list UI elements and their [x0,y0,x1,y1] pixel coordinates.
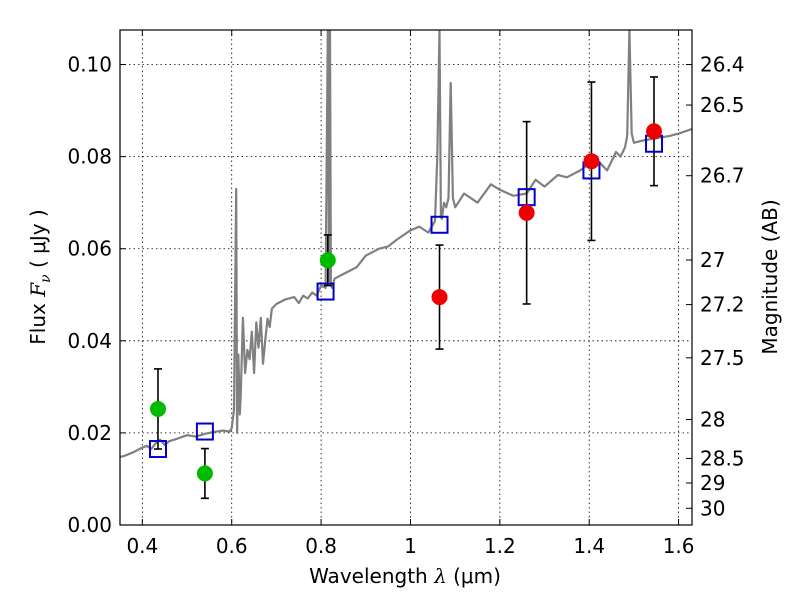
y-tick-label: 0.06 [67,237,112,261]
y2-tick-label: 26.4 [700,53,745,77]
y-tick-label: 0.08 [67,145,112,169]
marker-layer [148,123,664,482]
plot-frame [119,29,693,526]
optical-flux-point [319,252,336,269]
y2-tick-label: 29 [700,471,725,495]
model-flux-square [430,215,449,234]
x-tick-label: 1.4 [573,534,605,558]
errorbar-layer [153,76,659,500]
y-tick-label: 0.02 [67,421,112,445]
x-tick-label: 1 [404,534,417,558]
tick-layer: 0.4 0.6 0.8 1 1.2 1.4 1.6 0.00 0.02 0.04 0.06 0.08 0… [67,30,745,558]
x-tick-label: 1.6 [663,534,695,558]
x-tick-label: 1.2 [484,534,516,558]
model-flux-square [195,422,214,441]
y-axis-label: Flux Fν ( μJy ) [26,209,54,344]
nir-flux-point [583,153,600,170]
x-axis-label: Wavelength λ (μm) [309,564,501,588]
x-tick-label: 0.6 [216,534,248,558]
nir-flux-point [518,204,535,221]
y2-tick-label: 27 [700,248,725,272]
grid-lines [120,30,692,526]
y2-tick-label: 30 [700,496,725,520]
y-tick-label: 0.00 [67,513,112,537]
y2-axis-label: Magnitude (AB) [758,199,782,354]
x-tick-label: 0.8 [305,534,337,558]
spectrum-line [120,30,692,458]
nir-flux-point [431,289,448,306]
y2-tick-label: 27.2 [700,293,745,317]
y2-tick-label: 28 [700,408,725,432]
y-tick-label: 0.10 [67,53,112,77]
y2-tick-label: 26.5 [700,93,745,117]
y2-tick-label: 26.7 [700,164,745,188]
spectrum-layer [120,30,692,458]
y2-tick-label: 28.5 [700,446,745,470]
x-tick-label: 0.4 [126,534,158,558]
model-flux-square [148,440,167,459]
y-tick-label: 0.04 [67,329,112,353]
model-flux-square [316,282,335,301]
optical-flux-point [149,400,166,417]
optical-flux-point [196,465,213,482]
y2-tick-label: 27.5 [700,346,745,370]
nir-flux-point [646,123,663,140]
